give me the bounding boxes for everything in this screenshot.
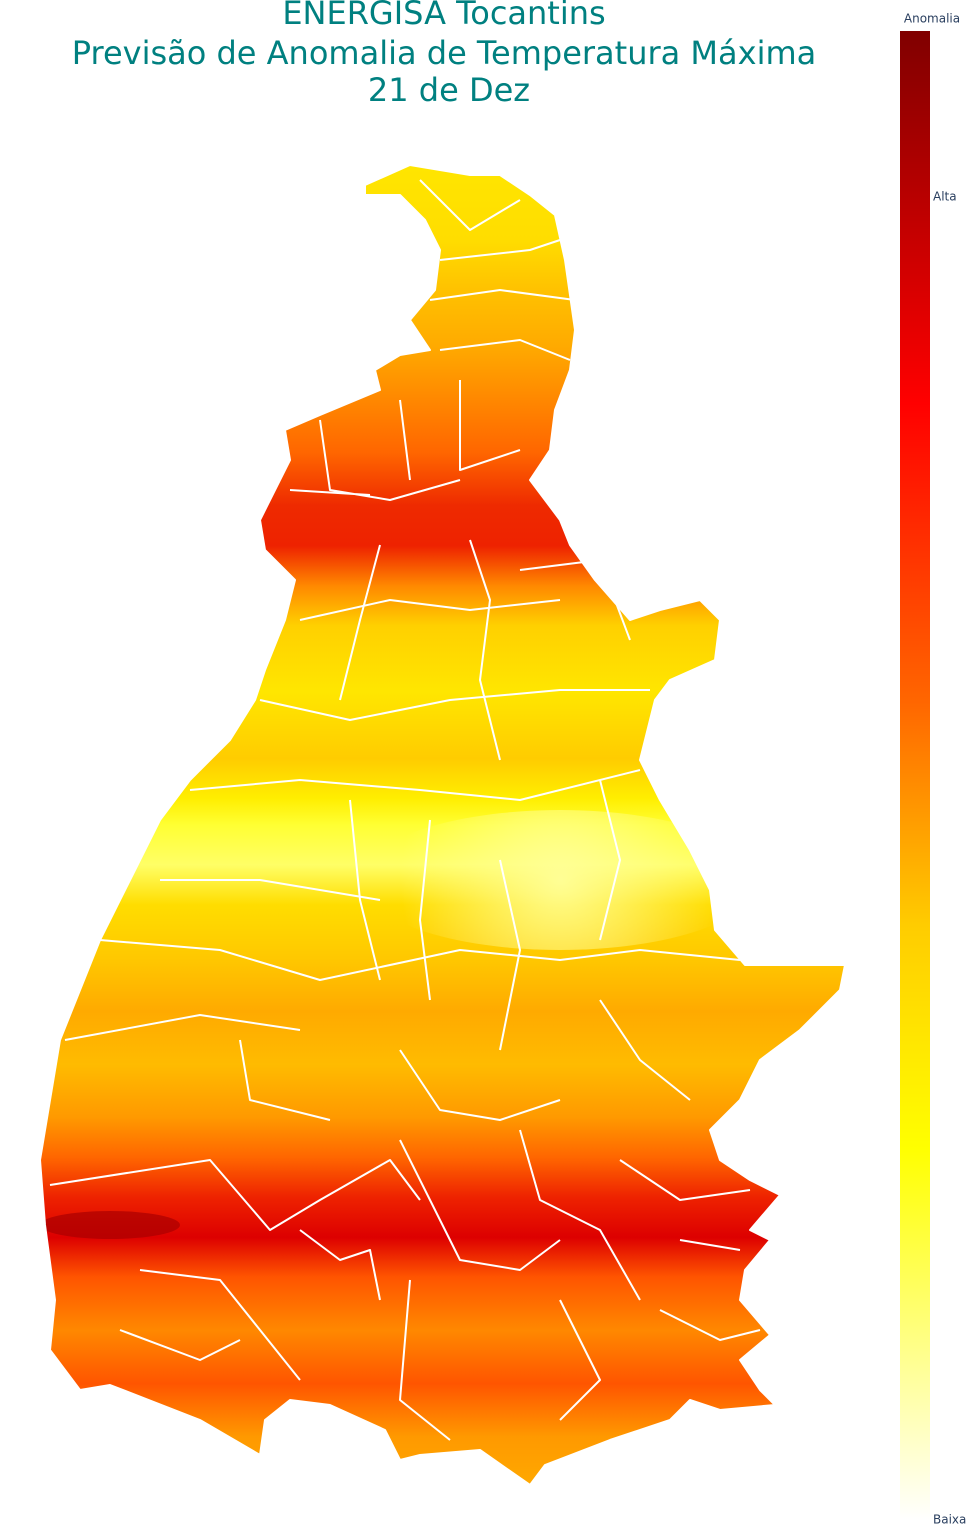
title-line: ENERGISA Tocantins <box>282 0 605 32</box>
state-map <box>40 165 845 1485</box>
colorbar-label: Alta <box>933 190 957 204</box>
title-line: Previsão de Anomalia de Temperatura Máxi… <box>72 34 817 72</box>
title-line: 21 de Dez <box>368 71 530 109</box>
colorbar-label: Baixa <box>933 1513 966 1527</box>
high-anomaly-area <box>40 1211 180 1239</box>
colorbar-title: Anomalia <box>904 12 960 26</box>
colorbar <box>900 31 930 1521</box>
low-anomaly-area <box>360 810 760 950</box>
